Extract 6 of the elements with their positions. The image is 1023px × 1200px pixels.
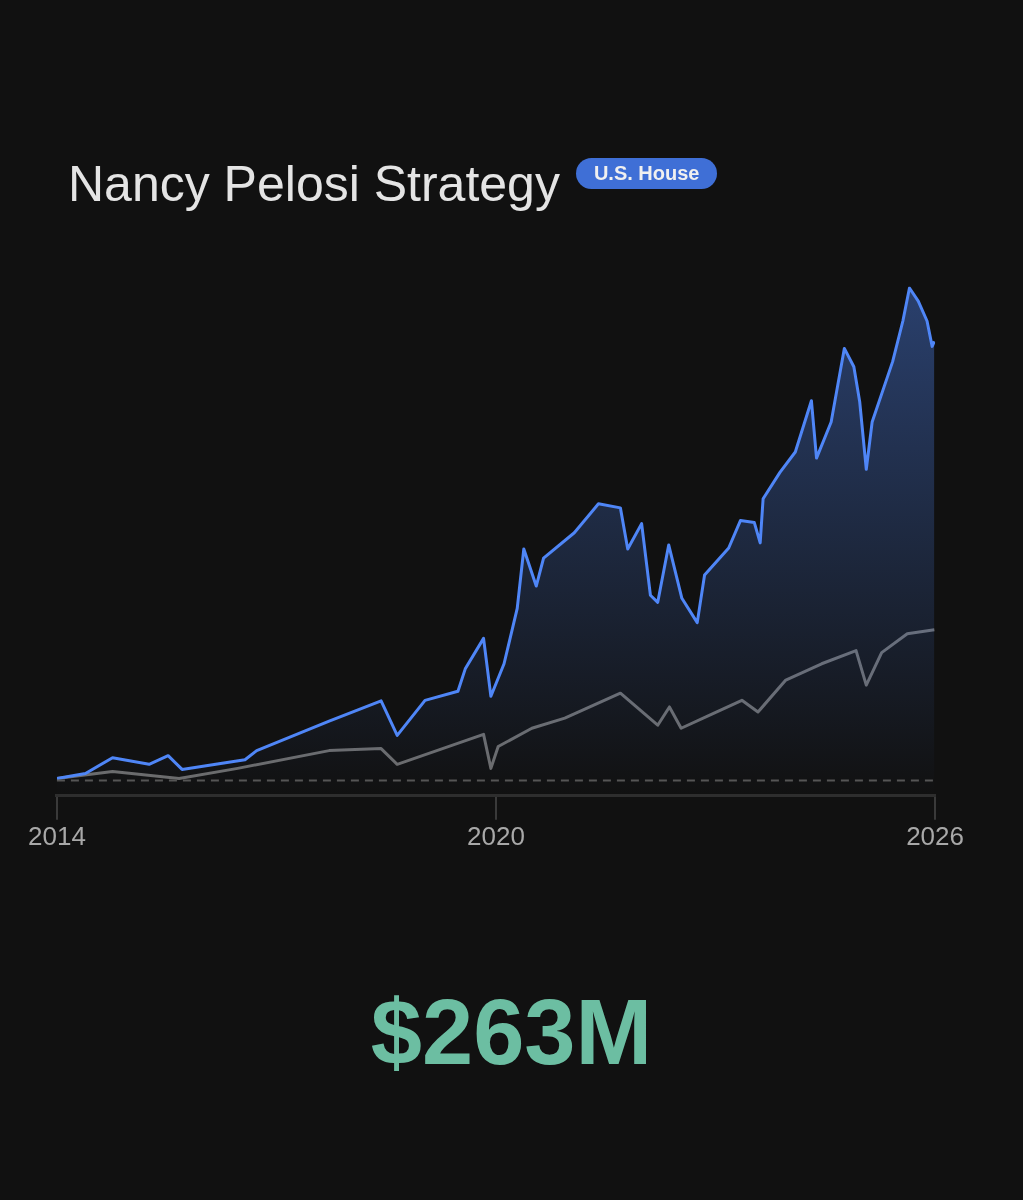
x-tick-label: 2026 — [906, 820, 964, 851]
chart-title: Nancy Pelosi Strategy — [68, 155, 560, 214]
text: $263M — [369, 980, 654, 1085]
x-tick-label: 2014 — [28, 820, 86, 851]
chart-subtitle: U.S. House — [575, 158, 718, 189]
x-tick-label: 2020 — [467, 820, 525, 851]
